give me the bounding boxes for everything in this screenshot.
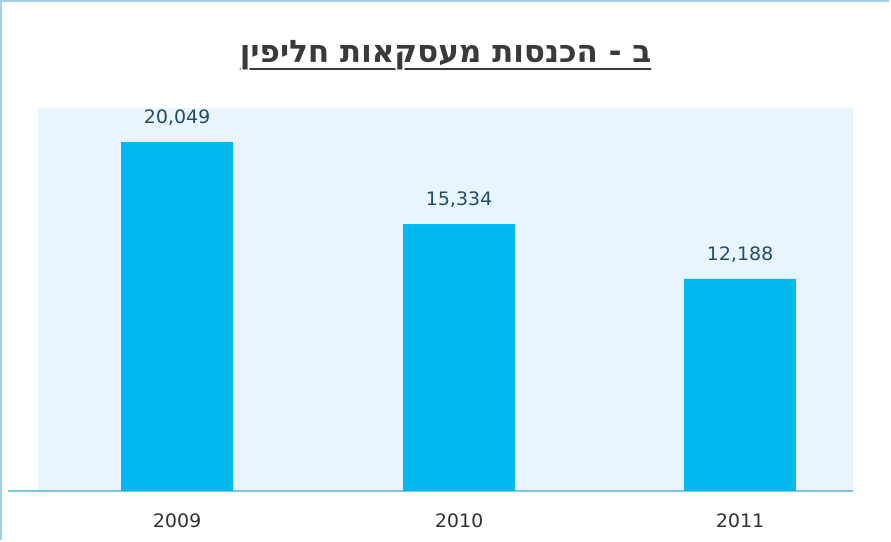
chart-title: ב - הכנסות מעסקאות חליפין [239, 34, 652, 70]
bar-2010 [403, 224, 515, 491]
bars-group: 20,049 2009 15,334 2010 12,188 2011 [121, 106, 796, 532]
data-label-2010: 15,334 [426, 188, 492, 210]
x-tick-label-2009: 2009 [153, 510, 201, 532]
bar-2009 [121, 141, 233, 491]
bar-2011 [684, 278, 796, 491]
x-tick-label-2011: 2011 [716, 510, 764, 532]
x-tick-label-2010: 2010 [435, 510, 483, 532]
data-label-2009: 20,049 [144, 106, 210, 128]
data-label-2011: 12,188 [707, 243, 773, 265]
